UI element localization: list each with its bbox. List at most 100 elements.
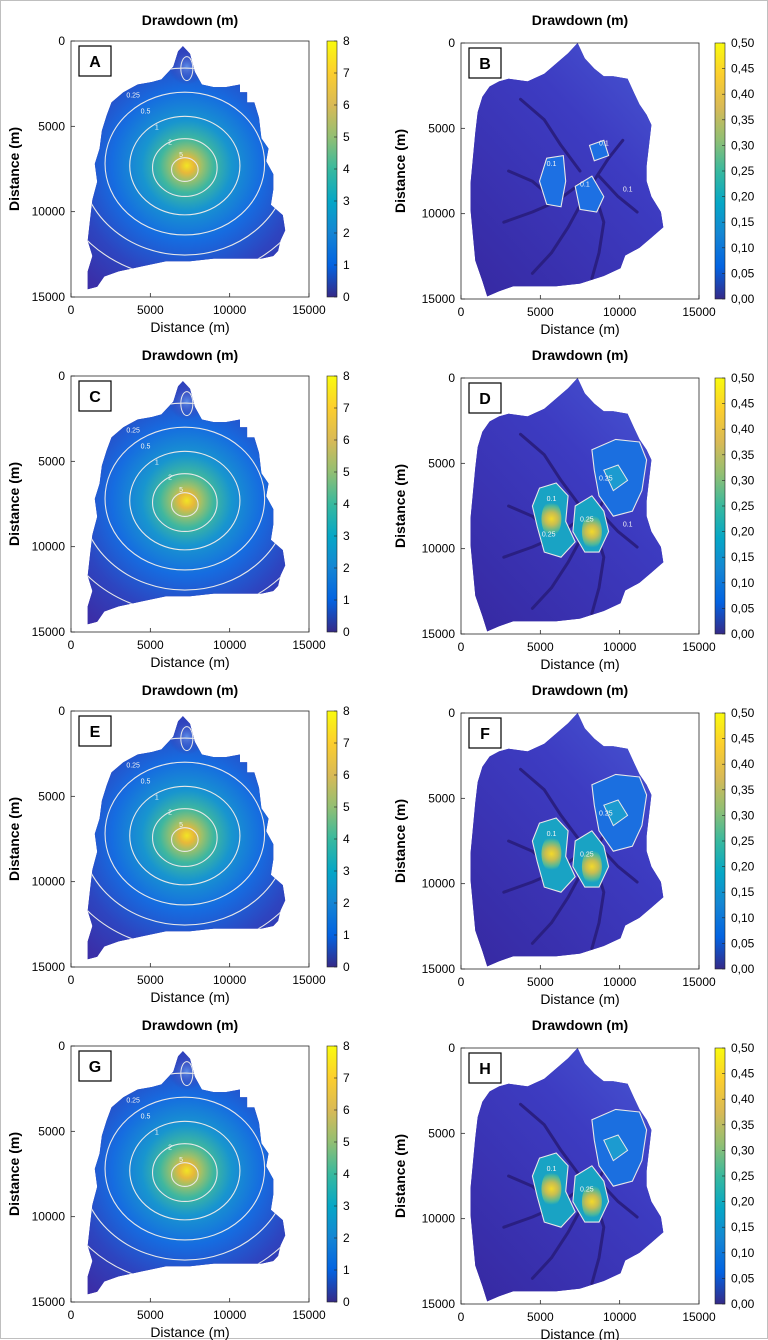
- colorbar-tick-label: 0,05: [731, 936, 755, 950]
- colorbar-tick-label: 0,10: [731, 241, 755, 255]
- colorbar-tick-label: 0,05: [731, 266, 755, 280]
- x-tick-label: 10000: [603, 305, 637, 319]
- contour-line: [87, 737, 286, 926]
- x-tick-label: 15000: [682, 1310, 716, 1324]
- contour-line: [104, 761, 266, 906]
- colorbar-tick-label: 0,00: [731, 292, 755, 306]
- panel-label: A: [89, 54, 101, 71]
- y-tick-label: 15000: [32, 290, 66, 304]
- colorbar-tick-label: 7: [343, 1071, 350, 1085]
- colorbar-tick-label: 3: [343, 529, 350, 543]
- x-tick-label: 5000: [527, 1310, 554, 1324]
- colorbar-tick-label: 7: [343, 736, 350, 750]
- colorbar-tick-label: 7: [343, 401, 350, 415]
- colorbar-tick-label: 0,45: [731, 732, 755, 746]
- contour-line: [104, 1096, 266, 1241]
- colorbar-tick-label: 0,30: [731, 473, 755, 487]
- y-tick-label: 0: [448, 371, 455, 385]
- contour-label: 0.1: [547, 831, 557, 838]
- x-tick-label: 10000: [603, 640, 637, 654]
- y-axis-label: Distance (m): [6, 797, 22, 881]
- colorbar-tick-label: 2: [343, 896, 350, 910]
- y-tick-label: 10000: [422, 1212, 456, 1226]
- stream-channel: [530, 865, 587, 945]
- y-axis-label: Distance (m): [392, 129, 408, 213]
- x-tick-label: 0: [458, 1310, 465, 1324]
- chart-title: Drawdown (m): [532, 682, 628, 698]
- contour-label: 0.1: [547, 1166, 557, 1173]
- drawdown-zone: [574, 175, 605, 213]
- x-tick-label: 5000: [527, 640, 554, 654]
- panel-E: Drawdown (m)0.10.250.5125050001000015000…: [6, 682, 350, 1005]
- x-axis-label: Distance (m): [150, 1324, 229, 1340]
- chart-title: Drawdown (m): [142, 682, 238, 698]
- colorbar-tick-label: 0: [343, 290, 350, 304]
- y-tick-label: 5000: [428, 456, 455, 470]
- colorbar-tick-label: 2: [343, 1231, 350, 1245]
- contour-label: 1: [155, 795, 159, 802]
- colorbar-tick-label: 2: [343, 561, 350, 575]
- colorbar-tick-label: 0,15: [731, 550, 755, 564]
- x-tick-label: 15000: [292, 638, 326, 652]
- y-tick-label: 5000: [38, 119, 65, 133]
- colorbar-tick-label: 0,40: [731, 757, 755, 771]
- colorbar-tick-label: 1: [343, 593, 350, 607]
- x-tick-label: 15000: [682, 305, 716, 319]
- panel-C: Drawdown (m)0.10.250.5125050001000015000…: [6, 347, 350, 670]
- contour-label: 2: [168, 1145, 172, 1152]
- y-tick-label: 10000: [32, 875, 66, 889]
- x-tick-label: 10000: [603, 1310, 637, 1324]
- colorbar-tick-label: 0,20: [731, 860, 755, 874]
- panel-B: Drawdown (m)0.10.10.10.10500010000150000…: [392, 12, 755, 337]
- colorbar-tick-label: 0,40: [731, 87, 755, 101]
- contour-label: 2: [168, 810, 172, 817]
- panel-label-box: [468, 382, 502, 414]
- colorbar-tick-label: 0,10: [731, 1246, 755, 1260]
- chart-title: Drawdown (m): [532, 347, 628, 363]
- panel-G: Drawdown (m)0.10.250.5125050001000015000…: [6, 1017, 350, 1340]
- x-tick-label: 5000: [137, 303, 164, 317]
- y-tick-label: 0: [448, 706, 455, 720]
- colorbar-tick-label: 0,40: [731, 1092, 755, 1106]
- colorbar-tick-label: 0,10: [731, 911, 755, 925]
- contour-line: [129, 785, 241, 886]
- stream-channel: [530, 1200, 587, 1280]
- y-tick-label: 15000: [32, 960, 66, 974]
- contour-label: 0.25: [126, 762, 140, 769]
- contour-label: 0.25: [599, 810, 613, 817]
- x-tick-label: 5000: [527, 305, 554, 319]
- x-axis-label: Distance (m): [150, 989, 229, 1005]
- chart-title: Drawdown (m): [142, 347, 238, 363]
- contour-line: [104, 426, 266, 571]
- chart-title: Drawdown (m): [142, 12, 238, 28]
- stream-channel: [590, 138, 625, 186]
- colorbar-tick-label: 0,25: [731, 834, 755, 848]
- y-axis-label: Distance (m): [392, 799, 408, 883]
- contour-line: [87, 1072, 286, 1261]
- colorbar-tick-label: 5: [343, 130, 350, 144]
- colorbar-tick-label: 4: [343, 1167, 350, 1181]
- contour-line: [87, 67, 286, 256]
- contour-label: 0.5: [141, 1114, 151, 1121]
- colorbar-tick-label: 0,25: [731, 499, 755, 513]
- colorbar-tick-label: 3: [343, 1199, 350, 1213]
- panel-label-box: [78, 380, 112, 412]
- y-axis-label: Distance (m): [6, 462, 22, 546]
- x-tick-label: 15000: [292, 303, 326, 317]
- contour-line: [87, 402, 286, 591]
- x-axis-label: Distance (m): [540, 656, 619, 672]
- x-tick-label: 10000: [213, 303, 247, 317]
- stream-channel: [519, 97, 582, 173]
- colorbar-tick-label: 4: [343, 497, 350, 511]
- contour-label: 0.25: [580, 1186, 594, 1193]
- contour-line: [170, 1162, 199, 1188]
- contour-label: 1: [155, 125, 159, 132]
- panel-label: B: [479, 56, 491, 73]
- colorbar-tick-label: 0,35: [731, 448, 755, 462]
- drawdown-zone: [538, 154, 567, 208]
- colorbar-tick-label: 5: [343, 465, 350, 479]
- contour-label: 1: [155, 1130, 159, 1137]
- x-tick-label: 0: [458, 640, 465, 654]
